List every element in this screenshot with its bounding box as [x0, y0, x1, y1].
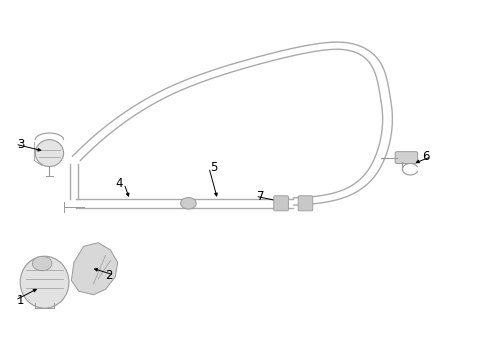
Ellipse shape — [35, 140, 63, 167]
Text: 2: 2 — [105, 269, 113, 282]
Ellipse shape — [20, 256, 69, 308]
Text: 6: 6 — [422, 150, 429, 163]
Polygon shape — [71, 243, 118, 295]
Text: 7: 7 — [256, 190, 264, 203]
FancyBboxPatch shape — [273, 196, 288, 211]
Text: 3: 3 — [17, 138, 24, 150]
Text: 5: 5 — [210, 161, 217, 174]
Circle shape — [180, 198, 196, 209]
Circle shape — [96, 277, 105, 284]
FancyBboxPatch shape — [298, 196, 312, 211]
Text: 4: 4 — [115, 177, 122, 190]
Text: 1: 1 — [17, 294, 24, 307]
FancyBboxPatch shape — [394, 152, 417, 163]
Circle shape — [81, 252, 90, 258]
Circle shape — [32, 256, 52, 271]
